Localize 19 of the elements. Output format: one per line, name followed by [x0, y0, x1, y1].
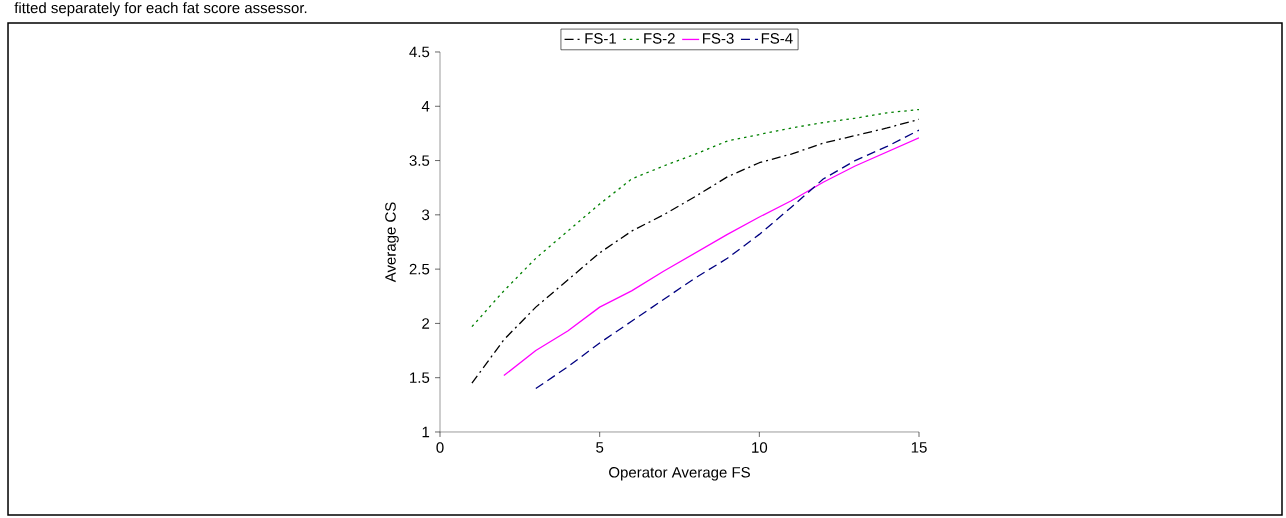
y-tick-label: 1 [422, 426, 430, 438]
y-tick-label: 3.5 [409, 155, 430, 166]
y-tick-label: 4 [421, 101, 430, 112]
y-tick-label: 2.5 [409, 263, 430, 275]
legend-label: FS-2 [644, 33, 675, 44]
legend-label: FS-4 [761, 33, 793, 44]
legend-label: FS-3 [703, 33, 734, 44]
x-tick-label: 15 [911, 442, 927, 453]
text: fitted separately for each fat score assessor. [14, 2, 307, 17]
y-tick-label: 4.5 [409, 46, 430, 58]
x-tick-label: 10 [752, 442, 768, 453]
y-axis-title: Average CS [385, 202, 399, 283]
y-tick-label: 3 [422, 209, 430, 221]
x-tick-label: 0 [436, 442, 444, 453]
x-axis-title: Operator Average FS [609, 467, 750, 481]
y-tick-label: 2 [422, 318, 430, 329]
x-tick-label: 5 [596, 442, 604, 453]
y-tick-label: 1.5 [410, 372, 430, 383]
legend-label: FS-1 [585, 33, 616, 44]
